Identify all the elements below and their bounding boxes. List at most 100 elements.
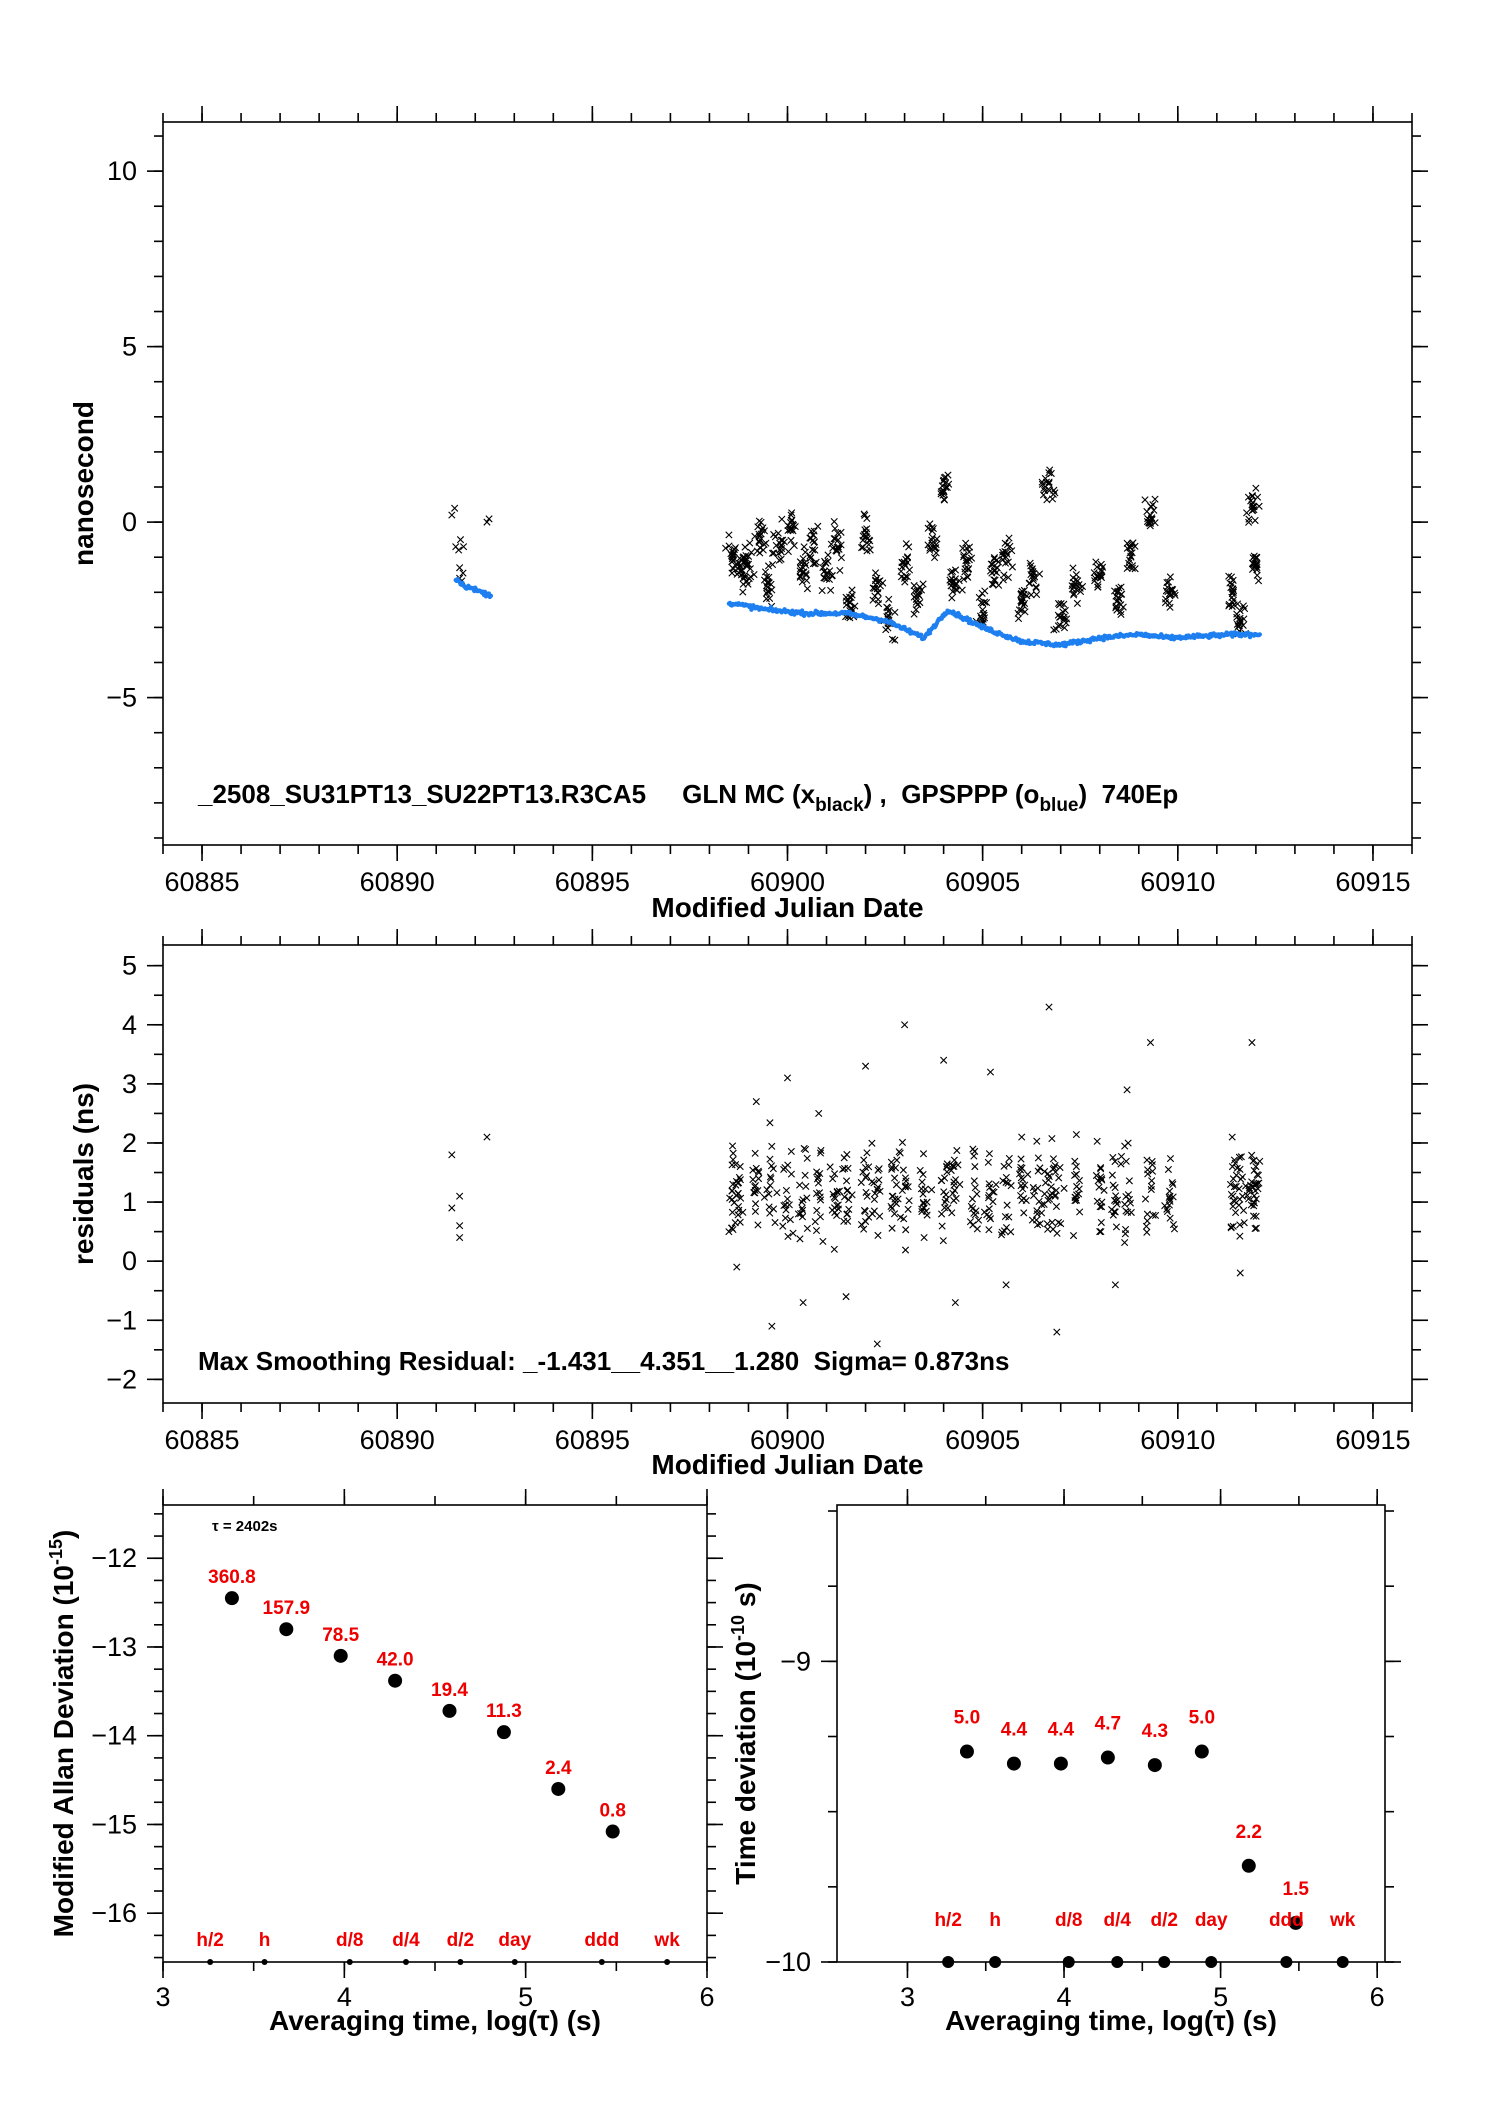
data-point-x [1121,1142,1129,1150]
data-point-x [845,1196,853,1204]
data-point-x [840,1164,849,1173]
data-point-o [1257,632,1262,637]
data-point-x [819,564,827,572]
point-value-label: 1.5 [1283,1879,1310,1900]
interval-marker-label: d/4 [1104,1910,1132,1931]
data-point-x [938,482,946,490]
data-point-x [1007,1182,1015,1190]
data-point-x [817,1146,825,1155]
data-point-x [947,1166,955,1175]
data-point-x [948,594,956,602]
data-point-x [861,1217,870,1226]
y-tick-label: 0 [122,507,137,537]
data-point-x [931,539,939,547]
data-point-x [1234,622,1242,631]
data-point-x [863,533,871,541]
data-point-x [1026,559,1034,567]
data-point-x [1233,600,1242,608]
stability-point [388,1673,403,1688]
data-point-x [1109,1153,1117,1162]
data-point-x [1072,585,1080,593]
data-point-x [833,1188,841,1196]
data-point-x [1094,583,1102,591]
data-point-x [1253,571,1261,579]
data-point-x [859,1168,867,1176]
data-point-x [1073,1182,1081,1191]
data-point-x [778,515,786,523]
data-point-x [771,1218,779,1227]
data-point-x [763,583,771,591]
interval-marker-label: ddd [584,1930,619,1951]
data-point-x [780,1201,788,1210]
stability-point [1194,1744,1209,1759]
data-point-x [731,1160,740,1169]
data-point-x [970,1209,978,1217]
data-point-x [729,557,737,565]
data-point-x [1123,564,1131,573]
data-point-x [1170,1225,1179,1233]
interval-marker-label: wk [653,1930,680,1951]
data-point-x [869,584,877,592]
y-tick-label: 1 [122,1187,137,1217]
data-point-x [798,578,806,586]
data-point-x [829,1175,837,1183]
data-point-x [860,1225,868,1233]
time-deviation-frame [836,1504,1386,1963]
data-point-x [1244,493,1253,501]
data-point-x [1097,1175,1106,1183]
data-point-x [914,586,922,594]
data-point-x [1055,613,1064,621]
data-point-x [755,1169,763,1177]
y-tick-label: 4 [122,1010,137,1040]
data-point-x [948,567,957,576]
data-point-x [896,1213,905,1221]
data-point-x [1072,1196,1081,1204]
data-point-x [868,1178,876,1186]
stability-point [279,1622,294,1637]
data-point-x [1166,1214,1174,1222]
data-point-x [885,595,893,603]
data-point-x [1229,1202,1237,1210]
data-point-x [757,518,765,526]
data-point-x [901,578,909,586]
point-value-label: 2.2 [1236,1822,1262,1843]
data-point-x [1237,1175,1245,1183]
data-point-x [800,1144,808,1153]
data-point-x [840,1193,849,1201]
data-point-x [830,535,838,543]
data-point-x [809,560,818,568]
data-point-x [1236,1195,1244,1203]
time-deviation-y-axis: −9 −10 [765,1510,1401,1977]
time-series-y-label: nanosecond [68,401,99,566]
data-point-x [1148,1177,1156,1185]
data-point-x [891,636,899,644]
data-point-x [951,1186,959,1194]
x-tick-label: 60895 [555,1425,630,1455]
point-value-label: 4.4 [1048,1720,1075,1741]
point-value-label: 2.4 [545,1758,572,1779]
data-point-x [1047,1183,1055,1191]
data-point-x [1001,539,1009,547]
data-point-x [960,551,968,559]
point-value-label: 360.8 [208,1567,256,1588]
data-point-x [860,1156,868,1164]
data-point-x [1142,1222,1150,1230]
data-point-x [863,1192,871,1200]
data-point-x [1070,591,1078,599]
data-point-x [1252,484,1260,492]
data-point-x [978,589,986,597]
data-point-x [1236,1165,1244,1173]
data-point-x [1228,1133,1236,1141]
data-point-x [1248,1151,1256,1159]
data-point-x [1052,1202,1061,1211]
x-tick-label: 3 [900,1982,915,2012]
stability-point [959,1744,974,1759]
data-point-x [871,1189,879,1198]
data-point-o [799,608,805,613]
data-point-x [999,555,1007,564]
data-point-x [1168,585,1176,593]
data-point-x [873,1185,881,1193]
data-point-x [813,1168,821,1176]
data-point-x [834,529,842,537]
data-point-x [892,1181,901,1189]
